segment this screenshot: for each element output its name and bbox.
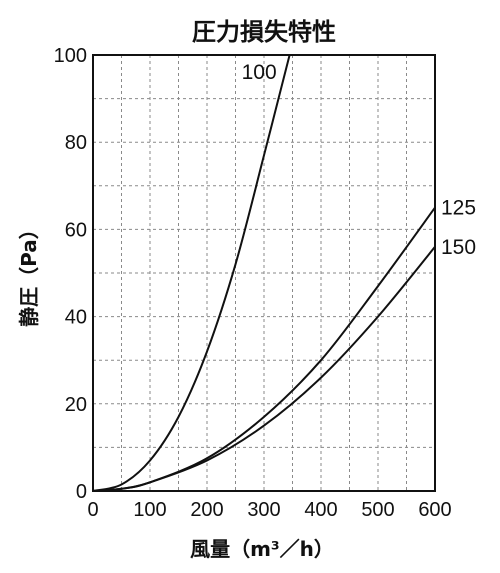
- y-tick-label: 100: [54, 45, 87, 67]
- x-tick-label: 0: [87, 499, 98, 521]
- series-labels: 100 125 150: [242, 61, 476, 259]
- y-axis-label: 静圧（Pa）: [17, 219, 41, 327]
- series-line-100: [92, 54, 291, 492]
- series-label-100: 100: [242, 61, 277, 84]
- y-tick-label: 80: [65, 132, 87, 154]
- y-tick-label: 20: [65, 394, 87, 416]
- x-tick-labels: 0 100 200 300 400 500 600: [87, 499, 451, 521]
- y-tick-labels: 0 20 40 60 80 100: [54, 45, 87, 503]
- x-axis-label: 風量（m³／h）: [190, 537, 334, 561]
- x-tick-label: 300: [247, 499, 280, 521]
- series-curves: [92, 54, 436, 492]
- x-tick-label: 200: [190, 499, 223, 521]
- x-tick-label: 400: [304, 499, 337, 521]
- x-tick-label: 500: [361, 499, 394, 521]
- y-tick-label: 40: [65, 307, 87, 329]
- series-label-150: 150: [441, 236, 476, 259]
- series-line-150: [92, 246, 436, 492]
- x-tick-label: 100: [133, 499, 166, 521]
- x-tick-label: 600: [418, 499, 451, 521]
- plot-frame: [92, 54, 436, 492]
- y-tick-label: 60: [65, 219, 87, 241]
- chart-title: 圧力損失特性: [192, 18, 336, 46]
- series-label-125: 125: [441, 197, 476, 220]
- y-tick-label: 0: [76, 481, 87, 503]
